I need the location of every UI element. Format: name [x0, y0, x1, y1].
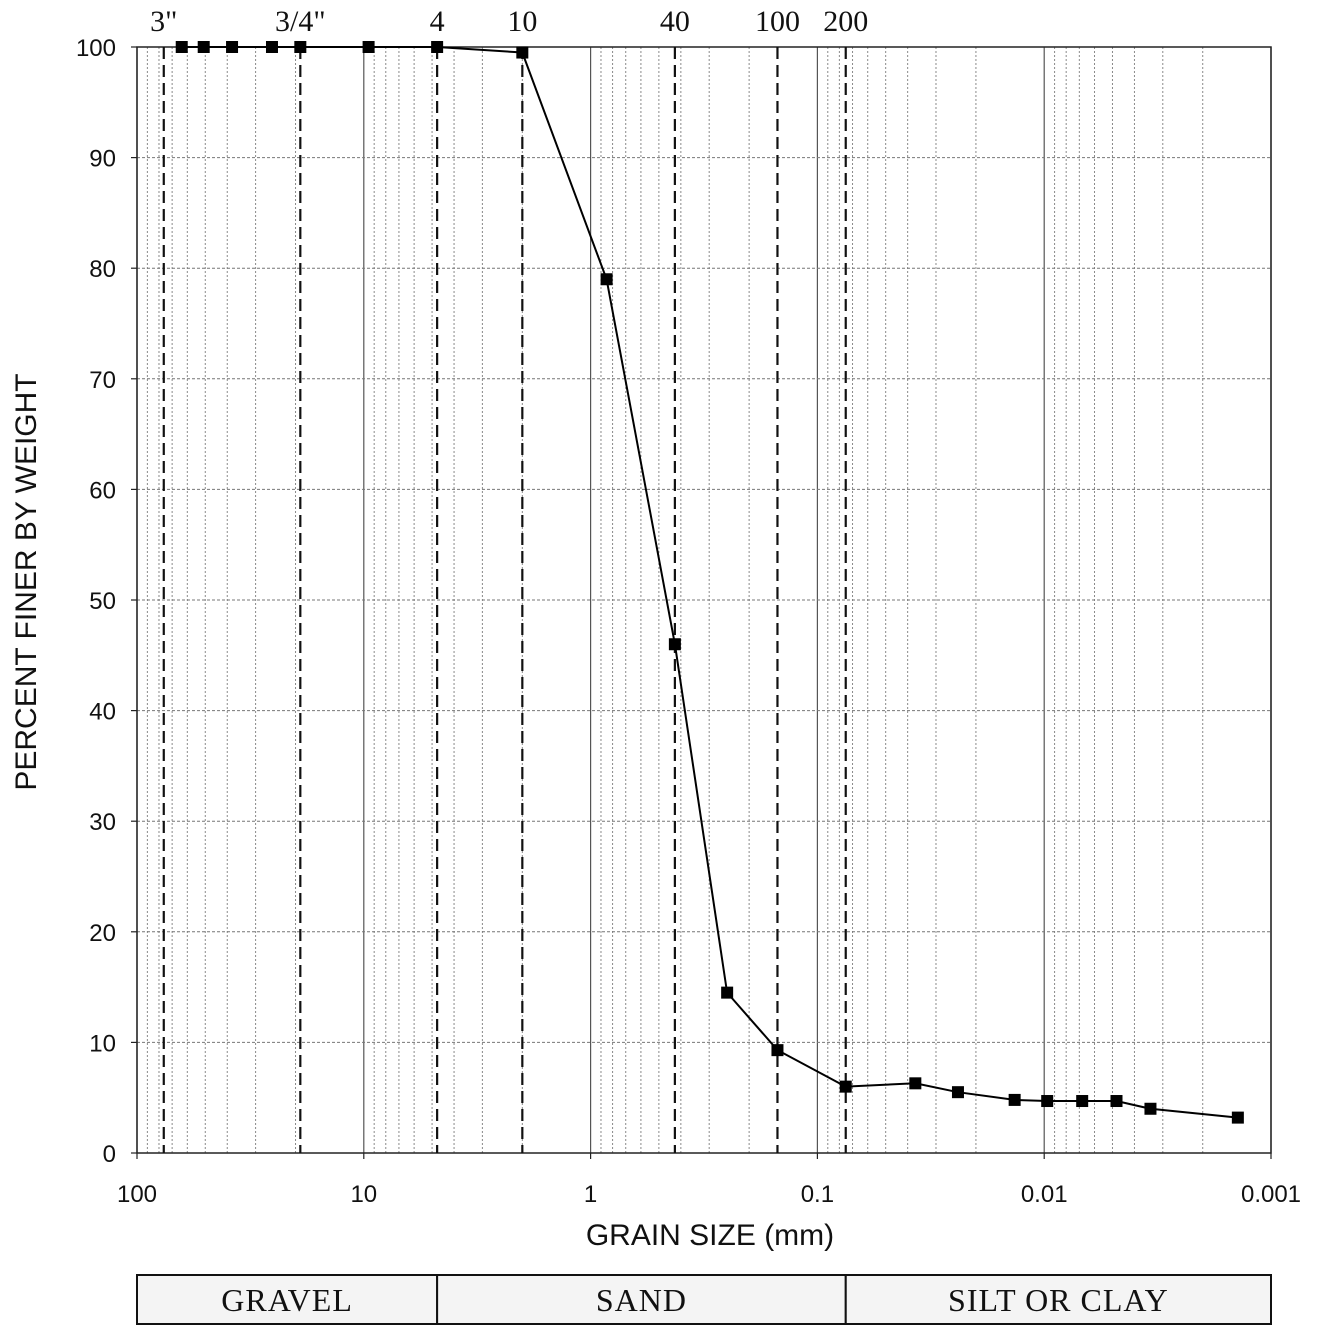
y-tick-label: 70 [89, 367, 116, 394]
soil-classification-bands: GRAVEL SAND SILT OR CLAY [136, 1274, 1272, 1325]
data-point [1008, 1093, 1021, 1106]
series-layer [175, 41, 1244, 1124]
y-tick-label: 0 [103, 1141, 116, 1168]
data-point [175, 41, 188, 53]
soil-band-label: SILT OR CLAY [948, 1282, 1169, 1318]
x-tick-label: 100 [117, 1181, 157, 1208]
data-point [516, 46, 529, 59]
x-axis-label: GRAIN SIZE (mm) [586, 1219, 834, 1252]
data-point [1041, 1095, 1054, 1108]
y-tick-label: 60 [89, 477, 116, 504]
y-tick-label: 20 [89, 920, 116, 947]
sieve-label: 40 [660, 5, 690, 38]
x-tick-label: 0.1 [801, 1181, 834, 1208]
data-point [1144, 1102, 1157, 1115]
data-point [839, 1080, 852, 1093]
data-point [294, 41, 307, 53]
soil-band-label: SAND [596, 1282, 687, 1318]
sieve-lines [162, 47, 847, 1153]
y-tick-label: 100 [76, 35, 116, 62]
y-axis-ticks: 0 10 20 30 40 50 60 70 80 90 100 [76, 35, 137, 1168]
data-point [771, 1044, 784, 1057]
sieve-label: 200 [823, 5, 868, 38]
y-axis-label: PERCENT FINER BY WEIGHT [10, 373, 43, 790]
y-tick-label: 10 [89, 1030, 116, 1057]
sieve-label: 10 [507, 5, 537, 38]
data-point [265, 41, 278, 53]
soil-band-label: GRAVEL [221, 1282, 353, 1318]
x-tick-label: 0.01 [1021, 1181, 1068, 1208]
sieve-label: 3" [150, 5, 177, 38]
data-point [721, 986, 734, 999]
data-point [197, 41, 210, 53]
sieve-label: 4 [430, 5, 445, 38]
soil-band [844, 1274, 1272, 1325]
soil-band [436, 1274, 847, 1325]
data-point [600, 273, 613, 286]
data-point [1231, 1111, 1244, 1124]
data-point [951, 1086, 964, 1099]
y-tick-label: 30 [89, 809, 116, 836]
data-point [1110, 1095, 1123, 1108]
sieve-labels: 3" 3/4" 4 10 40 100 200 [150, 5, 868, 38]
data-point [668, 638, 681, 651]
x-tick-label: 0.001 [1241, 1181, 1301, 1208]
data-point [431, 41, 444, 53]
data-point [909, 1077, 922, 1090]
y-tick-label: 50 [89, 588, 116, 615]
soil-band [136, 1274, 439, 1325]
major-gridlines [136, 46, 1272, 1154]
data-point [1076, 1095, 1089, 1108]
sieve-label: 3/4" [275, 5, 326, 38]
y-tick-label: 40 [89, 699, 116, 726]
y-tick-label: 80 [89, 256, 116, 283]
x-tick-label: 1 [584, 1181, 597, 1208]
sieve-label: 100 [755, 5, 800, 38]
y-tick-label: 90 [89, 146, 116, 173]
x-axis-ticks: 100 10 1 0.1 0.01 0.001 [117, 1153, 1301, 1208]
data-point [362, 41, 375, 53]
data-point [226, 41, 239, 53]
x-tick-label: 10 [350, 1181, 377, 1208]
